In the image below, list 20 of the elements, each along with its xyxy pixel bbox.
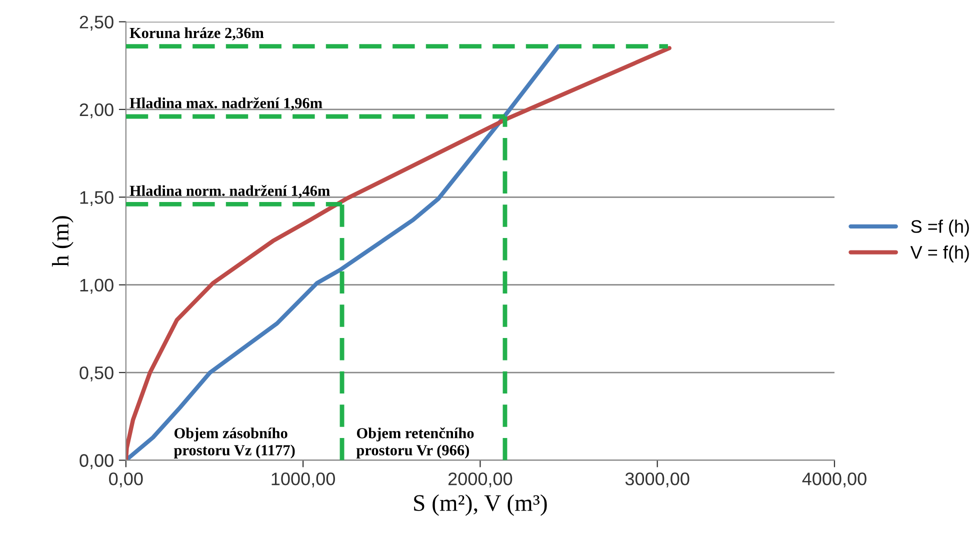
y-tick-label: 2,00 bbox=[80, 103, 114, 118]
annotation: Objem zásobního prostoru Vz (1177) bbox=[174, 428, 295, 458]
annotation: Hladina norm. nadržení 1,46m bbox=[130, 185, 330, 198]
y-tick-label: 1,50 bbox=[80, 191, 114, 206]
x-tick-label: 4000,00 bbox=[802, 472, 866, 488]
y-axis-title: h (m) bbox=[52, 216, 74, 267]
annotation: Koruna hráze 2,36m bbox=[130, 27, 264, 40]
annotation: Objem retenčního prostoru Vr (966) bbox=[356, 427, 474, 458]
x-tick-label: 0,00 bbox=[109, 472, 143, 488]
x-tick-label: 1000,00 bbox=[272, 472, 335, 488]
legend-label: S =f (h) bbox=[911, 220, 969, 236]
y-tick-label: 0,50 bbox=[80, 366, 114, 382]
annotation: Hladina max. nadržení 1,96m bbox=[130, 97, 322, 110]
x-tick-label: 3000,00 bbox=[625, 472, 690, 488]
y-tick-label: 0,00 bbox=[80, 454, 114, 470]
x-axis-title: S (m²), V (m³) bbox=[414, 494, 547, 516]
x-tick-label: 2000,00 bbox=[448, 472, 512, 488]
y-tick-label: 1,00 bbox=[80, 278, 114, 294]
legend-label: V = f(h) bbox=[910, 246, 969, 262]
y-tick-label: 2,50 bbox=[80, 16, 114, 31]
